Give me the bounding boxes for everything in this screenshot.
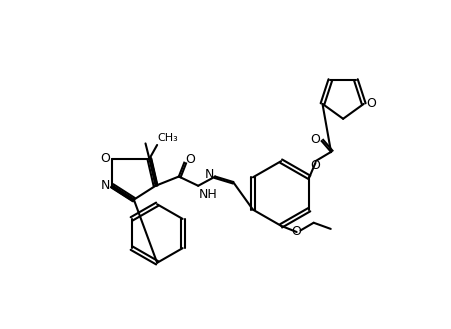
Text: N: N (101, 179, 110, 192)
Text: NH: NH (199, 188, 218, 201)
Text: CH₃: CH₃ (157, 134, 178, 143)
Text: O: O (185, 153, 195, 166)
Text: O: O (292, 225, 302, 239)
Text: O: O (100, 152, 110, 165)
Text: O: O (311, 159, 321, 172)
Text: O: O (366, 97, 376, 111)
Text: N: N (204, 168, 214, 181)
Text: O: O (310, 133, 320, 146)
